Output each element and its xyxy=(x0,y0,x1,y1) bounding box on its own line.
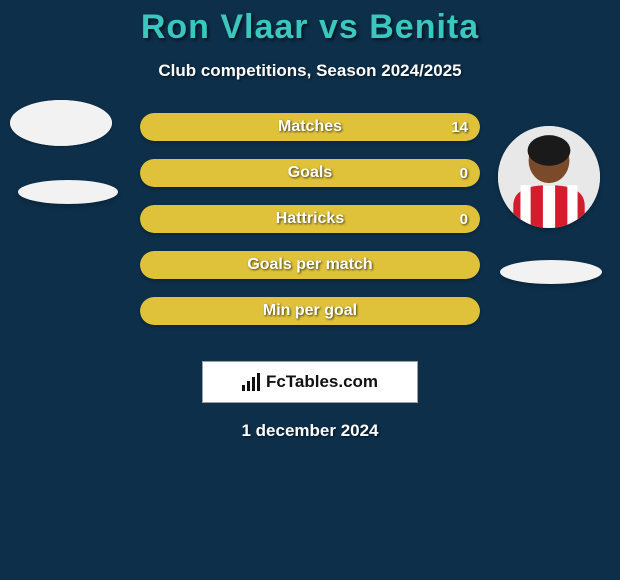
stat-bar: Hattricks 0 xyxy=(140,205,480,233)
bar-right-value: 0 xyxy=(460,165,468,182)
bar-right-value: 0 xyxy=(460,211,468,228)
stat-bars: Matches 14 Goals 0 Hattricks 0 Goals per match… xyxy=(140,113,480,343)
subtitle: Club competitions, Season 2024/2025 xyxy=(0,61,620,81)
stat-bar: Goals per match xyxy=(140,251,480,279)
person-icon xyxy=(498,126,600,228)
bar-right-value: 14 xyxy=(451,119,468,136)
stat-bar: Goals 0 xyxy=(140,159,480,187)
bar-label: Goals per match xyxy=(247,256,372,274)
bar-label: Matches xyxy=(278,118,342,136)
person-icon xyxy=(10,100,112,146)
comparison-card: Ron Vlaar vs Benita Club competitions, S… xyxy=(0,0,620,580)
base-oval-right xyxy=(500,260,602,284)
page-title: Ron Vlaar vs Benita xyxy=(0,0,620,47)
bar-label: Hattricks xyxy=(276,210,344,228)
bar-chart-icon-bar xyxy=(257,373,260,391)
bar-chart-icon-bar xyxy=(242,385,245,391)
date-label: 1 december 2024 xyxy=(0,421,620,441)
bar-chart-icon xyxy=(242,373,260,391)
bar-chart-icon-bar xyxy=(247,381,250,391)
bar-label: Min per goal xyxy=(263,302,357,320)
bar-label: Goals xyxy=(288,164,332,182)
bar-chart-icon-bar xyxy=(252,377,255,391)
source-logo: FcTables.com xyxy=(202,361,418,403)
stat-bar: Min per goal xyxy=(140,297,480,325)
base-oval-left xyxy=(18,180,118,204)
logo-text: FcTables.com xyxy=(266,372,378,392)
stats-area: Matches 14 Goals 0 Hattricks 0 Goals per match… xyxy=(0,113,620,353)
avatar-left xyxy=(10,100,112,146)
stat-bar: Matches 14 xyxy=(140,113,480,141)
avatar-right xyxy=(498,126,600,228)
